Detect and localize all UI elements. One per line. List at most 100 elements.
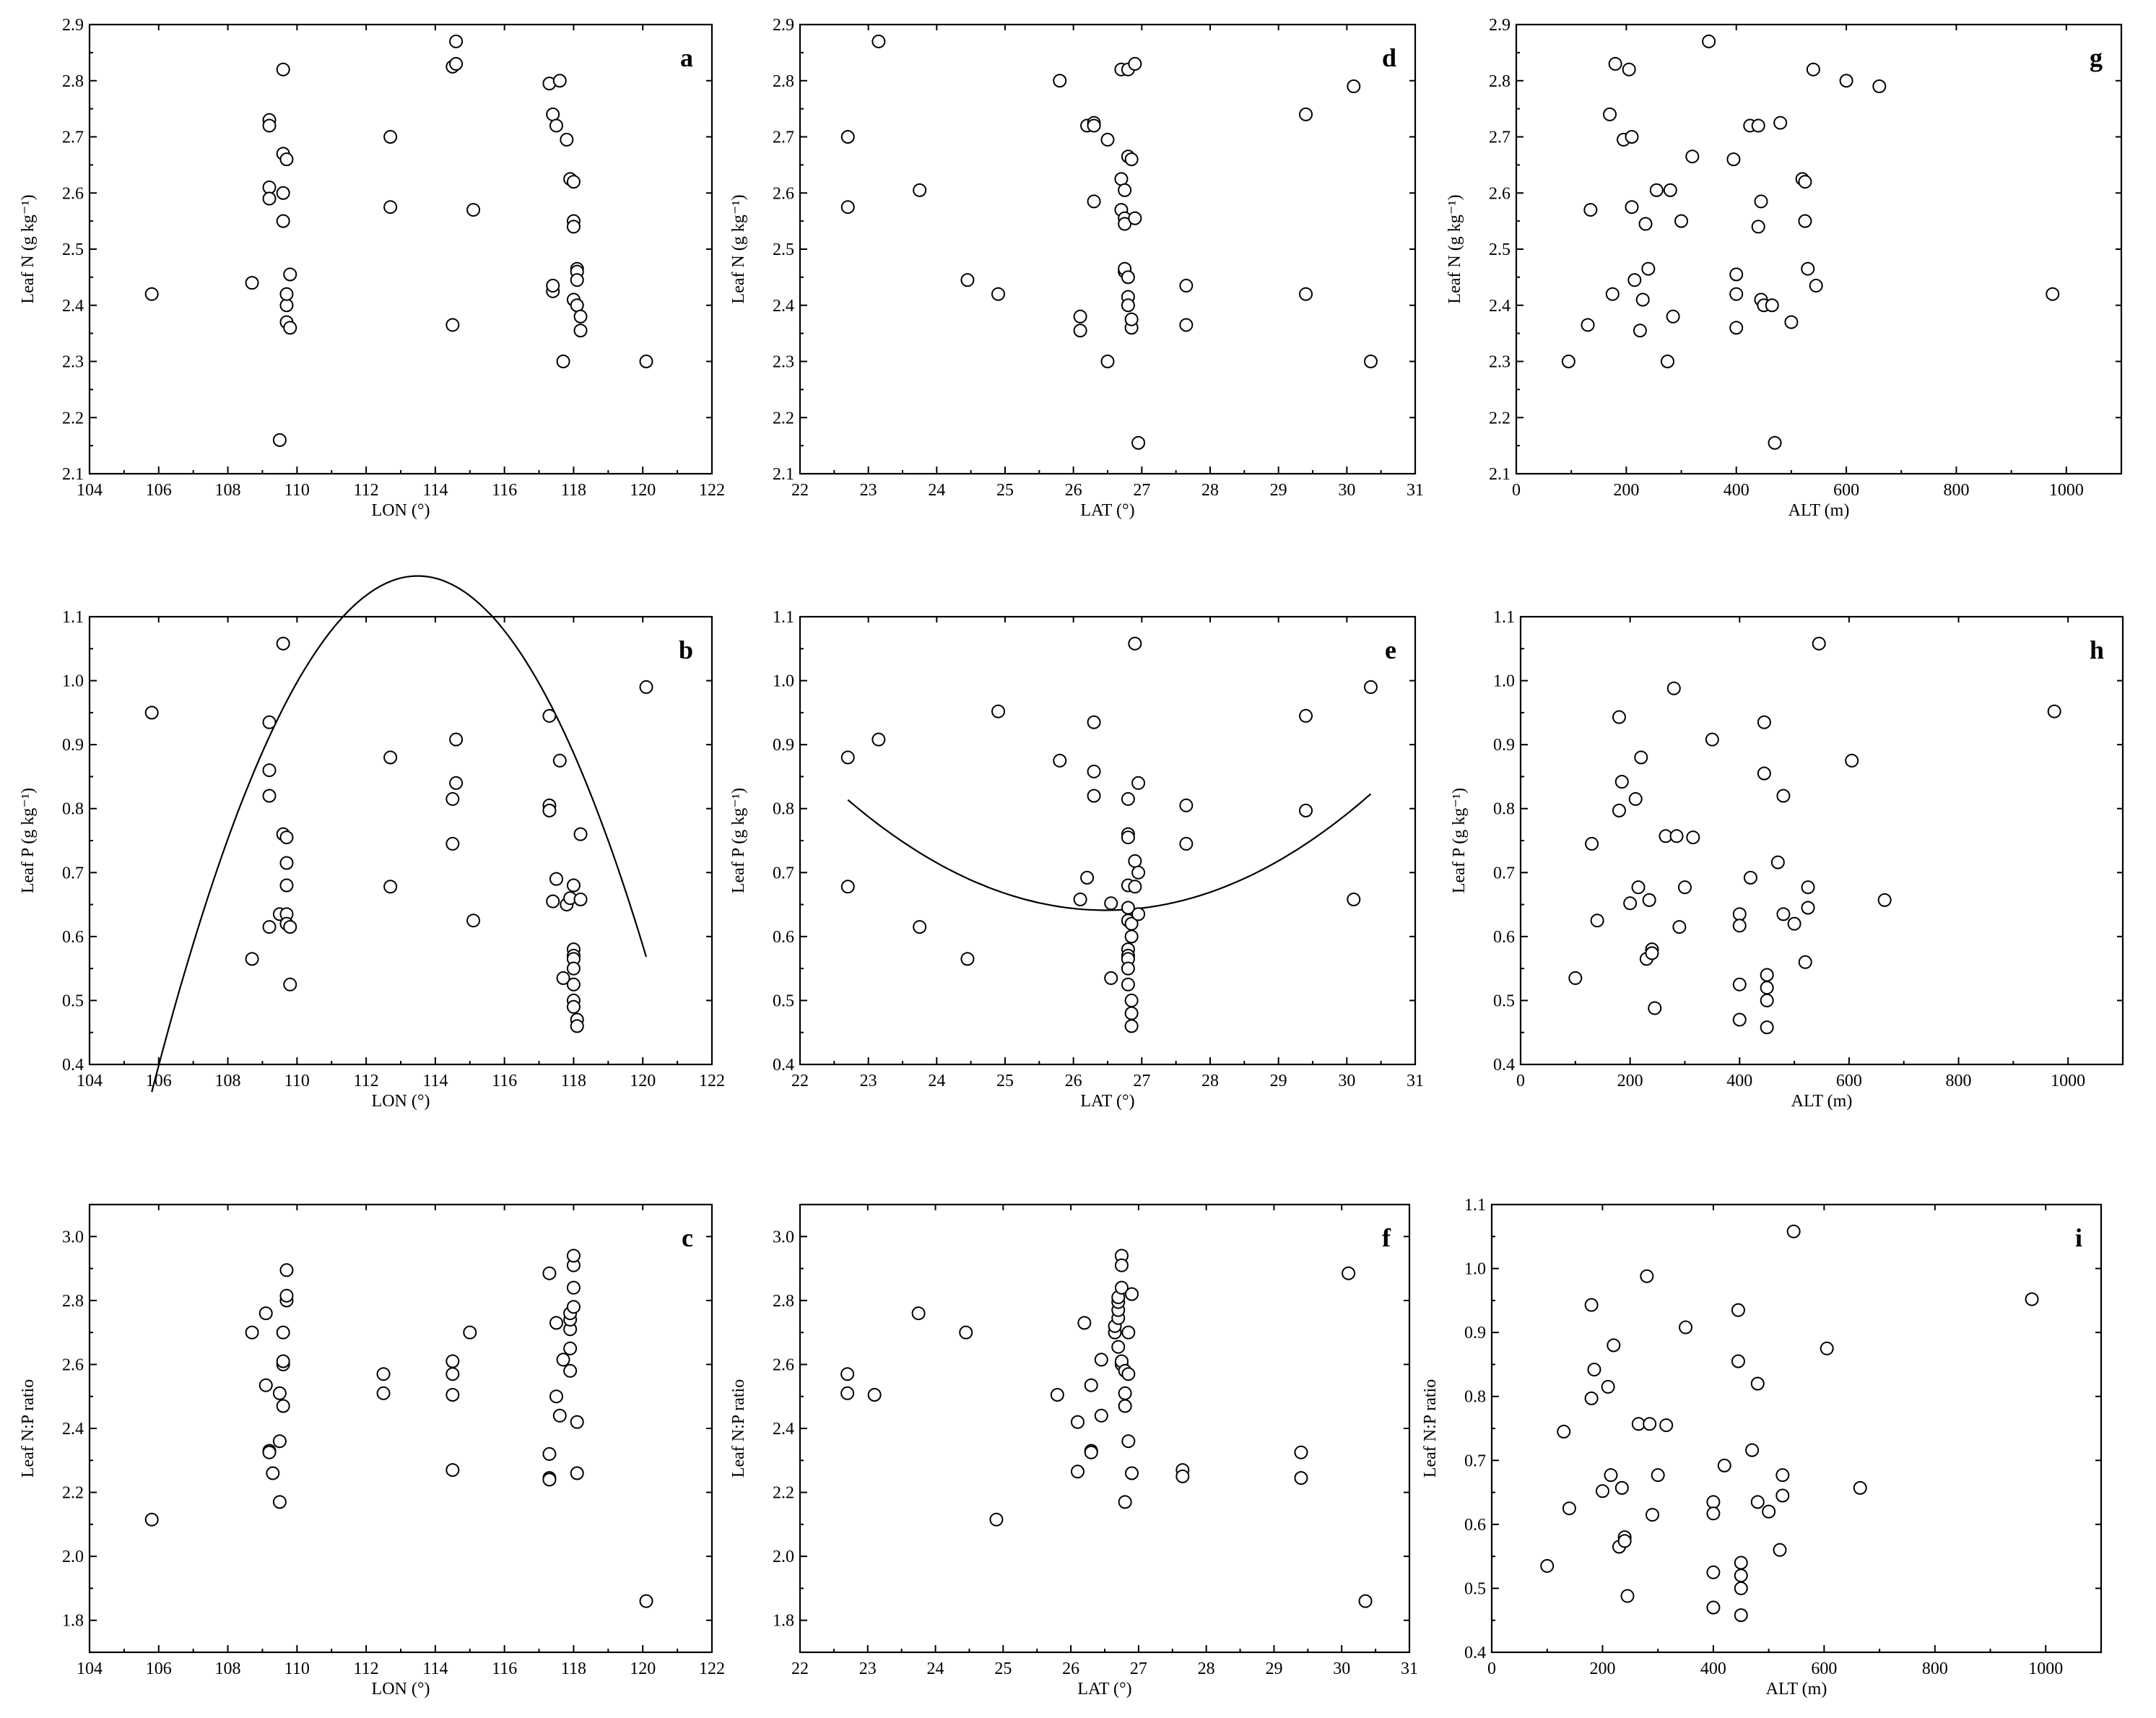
y-axis-label: Leaf N:P ratio [19, 1379, 38, 1478]
data-point [1601, 1379, 1615, 1394]
y-tick-label: 0.6 [773, 928, 794, 947]
data-point [1734, 1556, 1748, 1570]
data-point [1073, 892, 1087, 906]
data-point [445, 318, 460, 332]
x-tick-label: 116 [492, 1072, 517, 1090]
data-point [1620, 1589, 1635, 1603]
data-point [1128, 211, 1142, 225]
data-point [1775, 1468, 1790, 1483]
data-point [1605, 287, 1620, 301]
data-point [1706, 1600, 1721, 1615]
x-tick-label: 108 [215, 481, 241, 500]
data-point [466, 914, 481, 928]
y-tick-label: 2.0 [773, 1548, 794, 1566]
y-tick-label: 2.5 [1489, 240, 1510, 259]
data-point [1705, 732, 1719, 747]
data-point [1347, 892, 1361, 906]
x-tick-label: 800 [1946, 1072, 1972, 1090]
data-point [1787, 916, 1801, 931]
data-point [549, 872, 563, 886]
data-point [639, 680, 653, 694]
data-point [1729, 321, 1744, 335]
data-point [279, 830, 294, 845]
data-point [1798, 214, 1812, 228]
data-point [1820, 1341, 1834, 1355]
data-point [1732, 907, 1747, 921]
data-point [1121, 1434, 1136, 1449]
data-point [840, 750, 855, 765]
data-point [840, 880, 855, 894]
data-point [566, 220, 581, 234]
x-tick-label: 31 [1407, 1072, 1424, 1090]
data-point [1760, 968, 1774, 982]
data-point [1706, 1506, 1721, 1521]
data-point [867, 1388, 882, 1402]
y-tick-label: 2.7 [62, 129, 84, 147]
data-point [1679, 1320, 1693, 1335]
data-point [1077, 1316, 1092, 1330]
data-point [1584, 1391, 1599, 1405]
data-point [1775, 1488, 1790, 1503]
data-point [1125, 1466, 1139, 1480]
data-point [1084, 1445, 1098, 1459]
y-tick-label: 2.5 [773, 240, 794, 259]
data-point [566, 878, 581, 893]
data-point [840, 1367, 855, 1381]
data-point [573, 892, 588, 906]
x-tick-label: 120 [630, 1072, 656, 1090]
y-tick-label: 2.4 [773, 297, 794, 316]
data-point [1562, 1501, 1576, 1516]
data-point [1768, 435, 1782, 450]
x-tick-label: 122 [699, 481, 725, 500]
data-point [573, 827, 588, 841]
x-axis-label: LON (°) [372, 1680, 430, 1699]
fit-curve [151, 575, 648, 1093]
data-point [570, 273, 584, 287]
data-point [279, 152, 294, 167]
y-tick-label: 2.1 [1489, 465, 1510, 484]
y-axis-label: Leaf P (g kg⁻¹) [1450, 788, 1469, 893]
x-tick-label: 112 [354, 481, 379, 500]
x-tick-label: 116 [492, 481, 517, 500]
x-tick-label: 118 [561, 481, 586, 500]
data-point [1773, 116, 1788, 130]
data-point [1734, 1608, 1748, 1623]
data-point [1757, 766, 1771, 781]
x-axis-label: ALT (m) [1766, 1680, 1827, 1699]
x-tick-label: 25 [996, 481, 1014, 500]
y-tick-label: 1.0 [62, 672, 84, 691]
data-point [1717, 1458, 1731, 1472]
data-point [144, 1512, 159, 1527]
data-point [1179, 836, 1194, 851]
panel-h: 0 200 400 600 800 1000 0.4 0.5 0.6 0.7 0.8 0.9 1.0 1.… [1450, 608, 2124, 1111]
x-tick-label: 110 [284, 1660, 310, 1678]
y-tick-label: 0.6 [62, 928, 84, 947]
data-point [1628, 791, 1643, 806]
data-point [1877, 893, 1892, 907]
data-point [1128, 56, 1142, 71]
data-point [542, 1446, 557, 1461]
y-tick-label: 1.1 [773, 608, 794, 627]
y-tick-label: 2.7 [1489, 129, 1510, 147]
data-point [639, 355, 653, 368]
y-tick-label: 2.5 [62, 240, 84, 259]
data-point [1104, 896, 1118, 911]
data-point [1760, 981, 1774, 995]
data-point [546, 279, 560, 293]
x-tick-label: 1000 [2028, 1660, 2063, 1678]
data-point [1124, 1019, 1139, 1033]
data-point [262, 789, 277, 803]
data-point [258, 1378, 273, 1392]
panel-d: 22 23 24 25 26 27 28 29 30 31 2.1 2.2 2.3 2.4 2.5 2.6 2.… [729, 16, 1424, 520]
y-axis-label: Leaf N (g kg⁻¹) [1446, 194, 1464, 303]
x-tick-label: 26 [1065, 1072, 1082, 1090]
data-point [1179, 279, 1194, 293]
y-tick-label: 0.7 [1464, 1452, 1486, 1470]
x-tick-label: 600 [1811, 1660, 1837, 1678]
x-tick-label: 122 [699, 1660, 725, 1678]
data-point [1121, 830, 1135, 845]
data-point [1672, 920, 1687, 934]
data-point [560, 132, 574, 147]
x-axis-label: LON (°) [372, 501, 430, 520]
data-point [552, 753, 567, 768]
